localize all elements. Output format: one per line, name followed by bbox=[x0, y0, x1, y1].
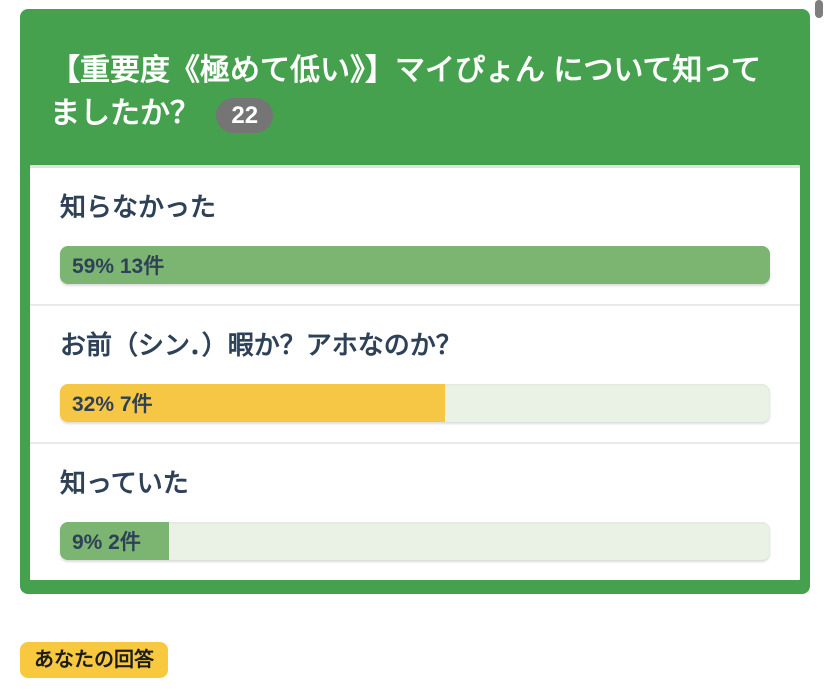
option-label: 知らなかった bbox=[60, 192, 217, 222]
option-bar-fill: 32% 7件 bbox=[60, 384, 445, 422]
option-bar-value: 59% 13件 bbox=[72, 255, 165, 278]
poll-option-row: 知らなかった 59% 13件 bbox=[30, 168, 800, 306]
poll-header: 【重要度《極めて低い》】マイぴょん について知ってましたか？ 22 bbox=[30, 9, 800, 165]
option-bar-fill: 59% 13件 bbox=[60, 246, 770, 284]
scrollbar-thumb[interactable] bbox=[815, 0, 823, 18]
poll-question: 【重要度《極めて低い》】マイぴょん について知ってましたか？ bbox=[50, 54, 761, 130]
option-bar-track: 32% 7件 bbox=[60, 384, 770, 422]
poll-option-row: 知っていた 9% 2件 bbox=[30, 444, 800, 580]
option-label: お前（シン．）暇か？アホなのか？ bbox=[60, 330, 462, 360]
option-bar-track: 9% 2件 bbox=[60, 522, 770, 560]
option-bar-fill: 9% 2件 bbox=[60, 522, 169, 560]
your-answer-badge: あなたの回答 bbox=[20, 642, 168, 678]
option-bar-value: 9% 2件 bbox=[72, 531, 141, 554]
poll-options: 知らなかった 59% 13件 お前（シン．）暇か？アホなのか？ 32% 7件 知… bbox=[30, 165, 800, 580]
poll-card: 【重要度《極めて低い》】マイぴょん について知ってましたか？ 22 知らなかった… bbox=[20, 9, 810, 594]
option-label: 知っていた bbox=[60, 468, 189, 498]
option-bar-track: 59% 13件 bbox=[60, 246, 770, 284]
poll-option-row: お前（シン．）暇か？アホなのか？ 32% 7件 bbox=[30, 306, 800, 444]
response-count-badge: 22 bbox=[216, 97, 274, 133]
option-bar-value: 32% 7件 bbox=[72, 393, 153, 416]
